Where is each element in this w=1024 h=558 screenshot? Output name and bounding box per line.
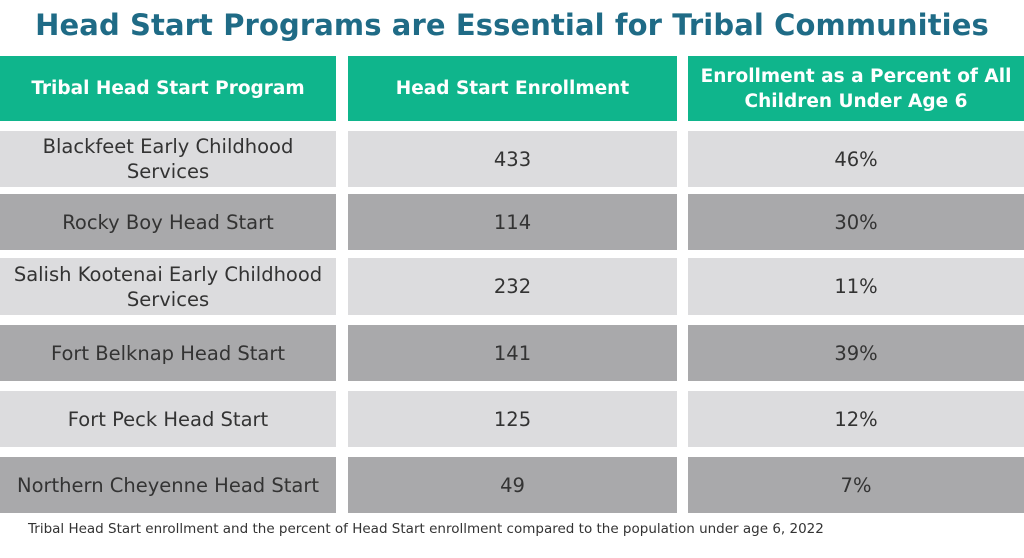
table-row-4-enrollment: 141 (348, 325, 677, 381)
table-row-5-percent: 12% (688, 391, 1024, 447)
table-row-6-percent: 7% (688, 457, 1024, 513)
table-row-4-program: Fort Belknap Head Start (0, 325, 336, 381)
table-row-2-enrollment: 114 (348, 194, 677, 250)
table-row-6-enrollment: 49 (348, 457, 677, 513)
table-row-4-percent: 39% (688, 325, 1024, 381)
table-row-6-program: Northern Cheyenne Head Start (0, 457, 336, 513)
table-row-3-enrollment: 232 (348, 258, 677, 315)
page-title: Head Start Programs are Essential for Tr… (35, 8, 989, 42)
table-row-5-program: Fort Peck Head Start (0, 391, 336, 447)
table-row-2-percent: 30% (688, 194, 1024, 250)
table-row-3-program: Salish Kootenai Early Childhood Services (0, 258, 336, 315)
column-header-program: Tribal Head Start Program (0, 56, 336, 121)
table-row-1-enrollment: 433 (348, 131, 677, 187)
column-header-percent: Enrollment as a Percent of All Children … (688, 56, 1024, 121)
table-caption: Tribal Head Start enrollment and the per… (28, 521, 824, 537)
column-header-enrollment: Head Start Enrollment (348, 56, 677, 121)
table-row-5-enrollment: 125 (348, 391, 677, 447)
table-row-2-program: Rocky Boy Head Start (0, 194, 336, 250)
table-row-3-percent: 11% (688, 258, 1024, 315)
table-row-1-percent: 46% (688, 131, 1024, 187)
table-row-1-program: Blackfeet Early Childhood Services (0, 131, 336, 187)
